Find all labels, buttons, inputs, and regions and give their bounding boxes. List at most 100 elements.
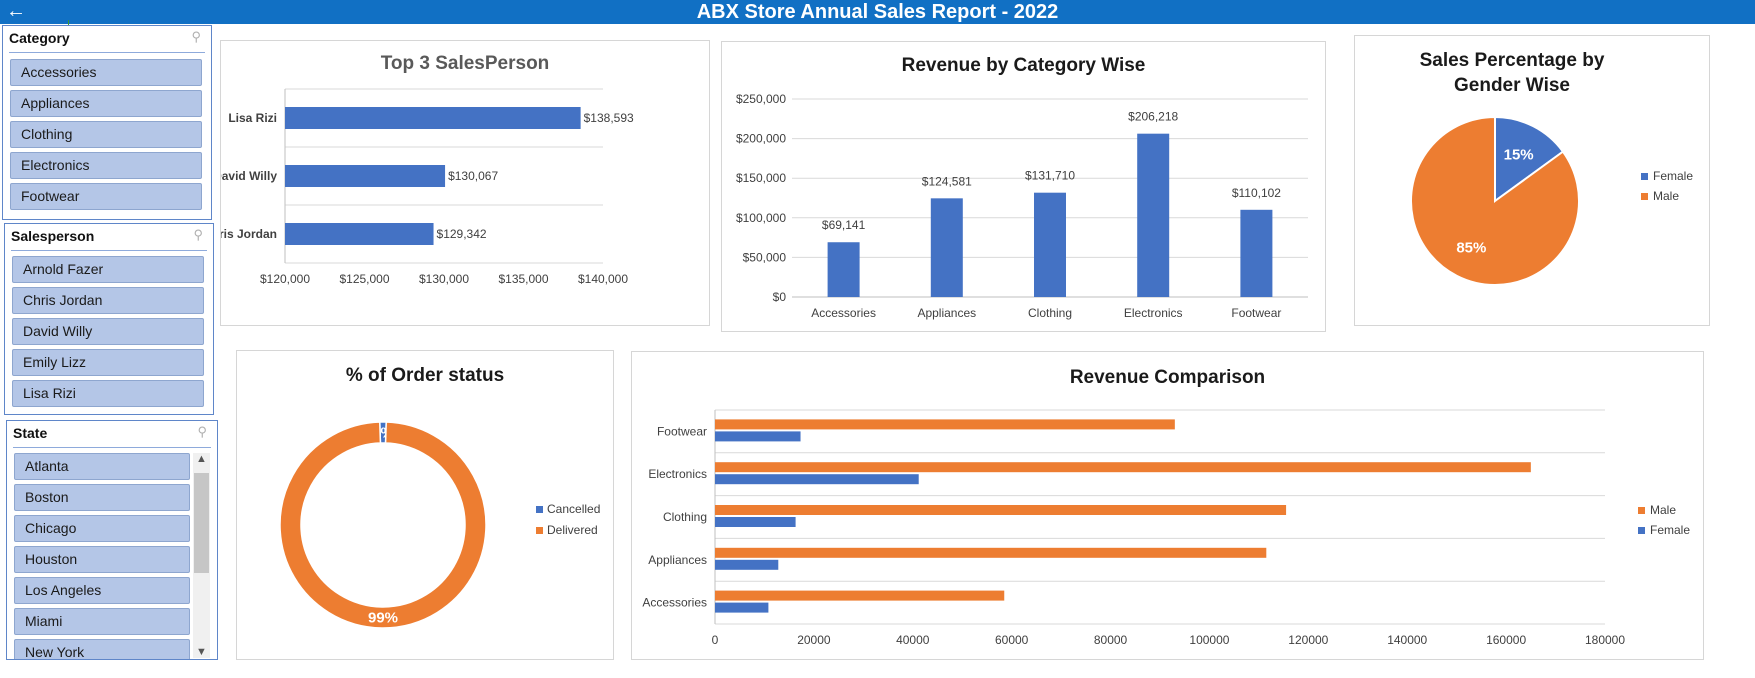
slicer-item-david-willy[interactable]: David Willy: [12, 318, 204, 345]
chart-title: Revenue by Category Wise: [901, 55, 1146, 76]
slicer-item-emily-lizz[interactable]: Emily Lizz: [12, 349, 204, 376]
y-tick-label: $50,000: [743, 250, 787, 264]
slicer-item-appliances[interactable]: Appliances: [10, 90, 202, 117]
state-slicer-scrollbar[interactable]: ▲ ▼: [193, 453, 210, 658]
legend-swatch: [536, 506, 543, 513]
data-label: $124,581: [922, 174, 972, 188]
bar-chris-jordan: [285, 223, 434, 245]
data-label: $110,102: [1232, 186, 1281, 200]
chart-title: Revenue Comparison: [1069, 367, 1266, 388]
chart-title: Sales Percentage by Gender Wise: [1419, 50, 1605, 96]
bar-male-electronics: [715, 462, 1531, 473]
bar-david-willy: [285, 165, 446, 187]
x-tick-label: $125,000: [339, 272, 389, 286]
top3-salesperson-chart: Top 3 SalesPerson Chris Jordan $129,342 Da…: [203, 40, 710, 326]
x-tick-label: $120,000: [260, 272, 310, 286]
slicer-item-chicago[interactable]: Chicago: [14, 515, 190, 542]
legend-swatch: [1641, 193, 1648, 200]
x-tick-label: $140,000: [578, 272, 628, 286]
clear-filter-icon[interactable]: ⚲: [191, 29, 201, 44]
slicer-item-atlanta[interactable]: Atlanta: [14, 453, 190, 480]
slicer-item-chris-jordan[interactable]: Chris Jordan: [12, 287, 204, 314]
y-tick-label: $150,000: [736, 171, 786, 185]
bar-female-appliances: [715, 559, 779, 570]
slice-label: 15%: [1504, 147, 1534, 164]
bar-female-accessories: [715, 602, 769, 613]
slicer-item-lisa-rizi[interactable]: Lisa Rizi: [12, 380, 204, 407]
slicer-item-los-angeles[interactable]: Los Angeles: [14, 577, 190, 604]
x-tick-label: Clothing: [1028, 306, 1072, 320]
revenue-by-category-chart: Revenue by Category Wise $0 $50,000 $100,0…: [721, 41, 1326, 332]
data-label: $138,593: [584, 111, 634, 125]
x-tick-label: Appliances: [917, 306, 976, 320]
chart-title: % of Order status: [345, 365, 505, 386]
slicer-item-footwear[interactable]: Footwear: [10, 183, 202, 210]
legend-label: Delivered: [547, 523, 598, 537]
legend-swatch: [1638, 507, 1645, 514]
slicer-item-clothing[interactable]: Clothing: [10, 121, 202, 148]
state-slicer-title: State: [13, 425, 48, 441]
y-tick-label: $100,000: [736, 211, 786, 225]
slice-label: 85%: [1456, 239, 1486, 256]
chart-title: Top 3 SalesPerson: [380, 53, 550, 74]
scroll-up-icon[interactable]: ▲: [196, 453, 207, 465]
pie-slice-male: [1410, 115, 1580, 286]
bar-footwear: [1240, 209, 1273, 297]
x-tick-label: Footwear: [1231, 306, 1281, 320]
x-tick-label: 60000: [995, 633, 1029, 647]
revenue-category-plot: $0 $50,000 $100,000 $150,000 $200,000 $250,00…: [736, 92, 1308, 320]
category-label: Appliances: [648, 553, 707, 567]
slicer-item-accessories[interactable]: Accessories: [10, 59, 202, 86]
scroll-down-icon[interactable]: ▼: [196, 646, 207, 658]
legend-swatch: [1641, 173, 1648, 180]
state-slicer: State ⚲ Atlanta Boston Chicago Houston L…: [6, 420, 218, 660]
slicer-item-boston[interactable]: Boston: [14, 484, 190, 511]
x-tick-label: 100000: [1189, 633, 1229, 647]
slicer-item-miami[interactable]: Miami: [14, 608, 190, 635]
bar-clothing: [1034, 192, 1066, 297]
legend-label: Male: [1650, 503, 1676, 517]
legend-label: Male: [1653, 189, 1679, 203]
y-tick-label: $250,000: [736, 92, 786, 106]
slicer-item-arnold-fazer[interactable]: Arnold Fazer: [12, 256, 204, 283]
bar-accessories: [827, 242, 860, 297]
data-label: $129,342: [437, 227, 487, 241]
category-label: Lisa Rizi: [228, 111, 277, 125]
x-tick-label: 160000: [1486, 633, 1526, 647]
clear-filter-icon[interactable]: ⚲: [193, 227, 203, 242]
revenue-comparison-plot: Accessories Appliances Clothing Electronics…: [642, 409, 1690, 647]
top3-plot: Chris Jordan $129,342 David Willy $130,067 L…: [203, 88, 634, 286]
data-label: $69,141: [822, 218, 866, 232]
slicer-divider: [9, 52, 205, 53]
slicer-item-new-york[interactable]: New York: [14, 639, 190, 659]
y-tick-label: $200,000: [736, 132, 786, 146]
slicer-item-electronics[interactable]: Electronics: [10, 152, 202, 179]
data-label: $131,710: [1025, 169, 1075, 183]
bar-male-accessories: [715, 590, 1005, 601]
scroll-thumb[interactable]: [194, 473, 209, 573]
category-label: Footwear: [657, 424, 707, 438]
x-tick-label: 20000: [797, 633, 831, 647]
gender-pie-chart: Sales Percentage by Gender Wise 15% 85% Fe…: [1354, 35, 1710, 326]
x-tick-label: Electronics: [1124, 306, 1183, 320]
slicer-item-houston[interactable]: Houston: [14, 546, 190, 573]
bar-female-electronics: [715, 474, 919, 485]
bar-male-appliances: [715, 547, 1267, 558]
category-slicer-title: Category: [9, 30, 70, 46]
y-tick-label: $0: [773, 290, 787, 304]
donut-slice-delivered: [279, 421, 487, 629]
category-slicer: Category ⚲ Accessories Appliances Clothi…: [2, 25, 212, 220]
category-label: Chris Jordan: [221, 227, 277, 241]
arrow-left-icon[interactable]: ←: [6, 0, 26, 22]
legend-label: Female: [1650, 523, 1690, 537]
legend-swatch: [1638, 527, 1645, 534]
bar-female-clothing: [715, 517, 796, 527]
clear-filter-icon[interactable]: ⚲: [197, 424, 207, 439]
bar-male-footwear: [715, 419, 1175, 430]
report-title: ABX Store Annual Sales Report - 2022: [696, 1, 1059, 23]
category-label: Electronics: [648, 467, 707, 481]
x-tick-label: 140000: [1387, 633, 1427, 647]
cell-marker: [68, 20, 72, 28]
x-tick-label: 40000: [896, 633, 930, 647]
